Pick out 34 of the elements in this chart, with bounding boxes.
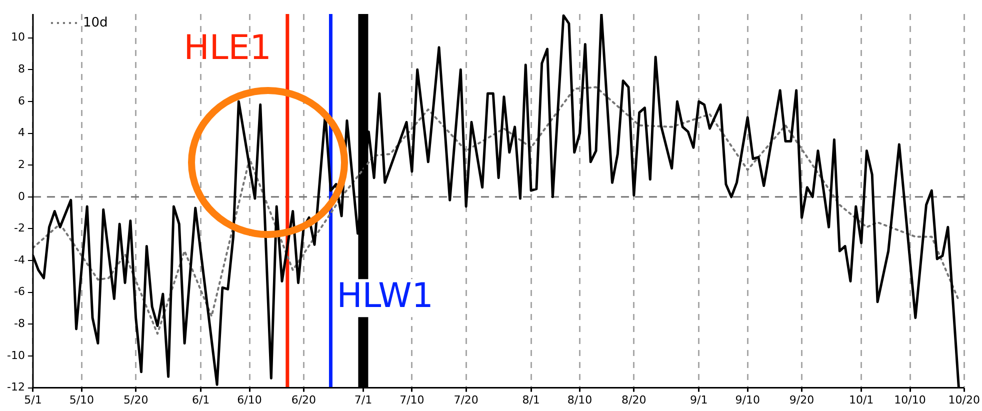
ref-line-label: HLW1	[336, 276, 434, 316]
x-tick-label: 6/10	[237, 393, 262, 406]
x-tick-label: 5/1	[24, 393, 42, 406]
x-tick-label: 10/20	[948, 393, 980, 406]
line-series	[32, 86, 960, 335]
x-tick-label: 5/20	[123, 393, 148, 406]
x-tick-label: 8/1	[522, 393, 540, 406]
ref-line-label: HLE1	[184, 28, 272, 68]
x-tick-label: 5/10	[69, 393, 94, 406]
y-tick-label: -8	[14, 317, 25, 330]
x-tick-label: 6/20	[291, 393, 316, 406]
x-tick-label: 7/10	[400, 393, 424, 406]
y-tick-label: 6	[18, 94, 25, 108]
x-tick-label: 10/1	[848, 393, 874, 406]
legend-label: 10d	[82, 15, 108, 30]
x-tick-label: 9/1	[690, 393, 708, 406]
y-tick-label: 8	[18, 62, 25, 76]
x-tick-label: 9/10	[735, 393, 760, 406]
x-tick-label: 8/10	[567, 393, 592, 406]
y-tick-label: -2	[14, 222, 25, 235]
x-tick-label: 7/1	[354, 393, 372, 406]
y-tick-label: 4	[18, 126, 25, 140]
y-tick-label: -12	[7, 380, 25, 394]
y-tick-label: 10	[10, 30, 25, 44]
x-tick-label: 6/1	[192, 393, 210, 406]
y-tick-label: -10	[7, 348, 25, 362]
y-tick-label: -6	[14, 285, 25, 298]
x-tick-label: 7/20	[454, 393, 478, 406]
x-tick-label: 9/20	[789, 393, 814, 406]
y-tick-label: -4	[14, 253, 25, 266]
y-tick-label: 2	[18, 158, 25, 171]
y-tick-label: 0	[18, 190, 25, 203]
x-tick-label: 8/20	[622, 393, 646, 406]
x-tick-label: 10/10	[894, 393, 926, 406]
